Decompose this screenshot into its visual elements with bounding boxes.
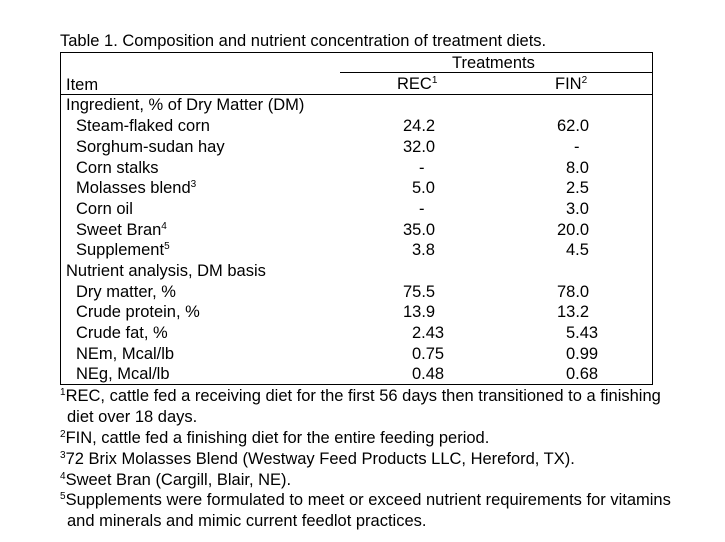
item-header: Item [66, 76, 99, 94]
nutrient-fin-value: 78.0 [557, 283, 590, 301]
nutrient-rec-value: 13.9 [403, 303, 436, 321]
col-header-fin: FIN2 [555, 74, 587, 94]
ingredient-label: Sweet Bran [76, 221, 162, 239]
ingredient-rec-value: - [419, 159, 425, 177]
ingredient-label: Steam-flaked corn [76, 117, 210, 135]
nutrient-name: Crude protein, % [76, 303, 200, 321]
table-title: Table 1. Composition and nutrient concen… [60, 32, 547, 50]
footnote-text: 72 Brix Molasses Blend (Westway Feed Pro… [65, 450, 575, 468]
ingredient-name: Steam-flaked corn [76, 116, 210, 136]
col-header-rec-sup: 1 [431, 75, 438, 86]
nutrient-rec-value: 0.75 [412, 345, 445, 363]
footnote: 1REC, cattle fed a receiving diet for th… [60, 386, 677, 428]
nutrient-fin-value: 0.99 [566, 345, 599, 363]
nutrient-rec-value: 0.48 [412, 365, 445, 383]
footnote-text: Supplements were formulated to meet or e… [65, 491, 671, 530]
col-header-rec-label: REC [397, 75, 432, 93]
col-header-rec: REC1 [397, 74, 437, 94]
ingredient-label: Corn oil [76, 200, 133, 218]
treatments-header: Treatments [452, 54, 535, 72]
col-header-fin-sup: 2 [581, 75, 588, 86]
ingredient-rec-value: - [419, 200, 425, 218]
footnote-mark: 5 [60, 491, 66, 502]
ingredient-label: Sorghum-sudan hay [76, 138, 225, 156]
ingredient-name: Corn oil [76, 199, 133, 219]
footnote: 2FIN, cattle fed a finishing diet for th… [60, 428, 670, 449]
left-border [60, 52, 61, 385]
ingredient-fin-value: 4.5 [566, 241, 589, 259]
nutrient-name: Crude fat, % [76, 324, 168, 342]
ingredient-name: Sorghum-sudan hay [76, 137, 225, 157]
ingredient-footnote-mark: 4 [161, 221, 167, 232]
footnote-text: Sweet Bran (Cargill, Blair, NE). [65, 471, 292, 489]
nutrient-rec-value: 75.5 [403, 283, 436, 301]
ingredient-footnote-mark: 3 [190, 179, 197, 190]
nutrient-fin-value: 13.2 [557, 303, 590, 321]
ingredient-name: Molasses blend3 [76, 178, 196, 198]
ingredient-label: Molasses blend [76, 179, 191, 197]
footnote-text: FIN, cattle fed a finishing diet for the… [65, 429, 490, 447]
footnote-mark: 4 [60, 471, 66, 482]
ingredient-name: Supplement5 [76, 240, 170, 260]
footnote: 4Sweet Bran (Cargill, Blair, NE). [60, 470, 670, 491]
footnote-mark: 3 [60, 450, 66, 461]
nutrient-fin-value: 0.68 [566, 365, 599, 383]
ingredient-footnote-mark: 5 [164, 241, 170, 252]
ingredient-rec-value: 35.0 [403, 221, 436, 239]
footnote-text: REC, cattle fed a receiving diet for the… [65, 387, 661, 426]
ingredient-name: Sweet Bran4 [76, 220, 167, 240]
nutrient-rec-value: 2.43 [412, 324, 445, 342]
ingredient-fin-value: - [574, 138, 580, 156]
nutrient-name: NEg, Mcal/lb [76, 365, 170, 383]
right-border [652, 52, 653, 385]
section-ingredients: Ingredient, % of Dry Matter (DM) [66, 96, 305, 114]
ingredient-label: Supplement [76, 241, 165, 259]
section-nutrients: Nutrient analysis, DM basis [66, 262, 266, 280]
ingredient-fin-value: 20.0 [557, 221, 590, 239]
nutrient-name: Dry matter, % [76, 283, 176, 301]
nutrient-name: NEm, Mcal/lb [76, 345, 175, 363]
header-rule [60, 94, 653, 95]
ingredient-rec-value: 3.8 [412, 241, 435, 259]
footnote: 372 Brix Molasses Blend (Westway Feed Pr… [60, 449, 670, 470]
ingredient-fin-value: 62.0 [557, 117, 590, 135]
footnote: 5Supplements were formulated to meet or … [60, 490, 677, 532]
ingredient-rec-value: 32.0 [403, 138, 436, 156]
col-header-fin-label: FIN [555, 75, 582, 93]
ingredient-rec-value: 24.2 [403, 117, 436, 135]
footnote-mark: 1 [60, 387, 66, 398]
bottom-rule [60, 384, 653, 385]
ingredient-name: Corn stalks [76, 158, 159, 178]
footnote-mark: 2 [60, 429, 66, 440]
ingredient-fin-value: 8.0 [566, 159, 589, 177]
ingredient-fin-value: 3.0 [566, 200, 589, 218]
treatments-rule [340, 72, 653, 73]
ingredient-label: Corn stalks [76, 159, 159, 177]
nutrient-fin-value: 5.43 [566, 324, 599, 342]
ingredient-rec-value: 5.0 [412, 179, 435, 197]
ingredient-fin-value: 2.5 [566, 179, 589, 197]
top-rule [60, 52, 653, 53]
